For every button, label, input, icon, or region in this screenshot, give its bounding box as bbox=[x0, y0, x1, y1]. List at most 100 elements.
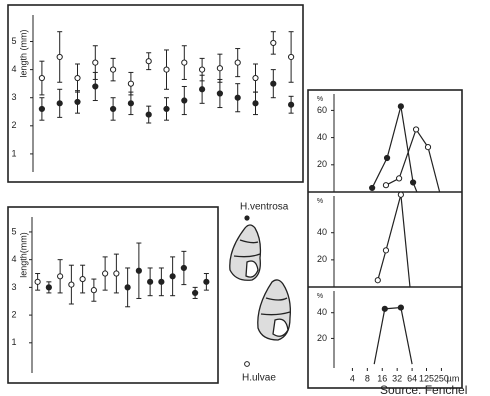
point bbox=[288, 53, 295, 61]
point bbox=[74, 74, 81, 82]
legend-marker bbox=[244, 361, 250, 367]
point bbox=[38, 74, 46, 82]
point bbox=[199, 86, 206, 93]
y-tick-label: 40 bbox=[317, 227, 327, 237]
point bbox=[45, 284, 52, 291]
y-axis-label: % bbox=[317, 96, 323, 103]
point bbox=[102, 270, 109, 277]
point bbox=[382, 182, 390, 189]
y-tick-label: 3 bbox=[11, 92, 16, 102]
y-tick-label: 60 bbox=[317, 105, 327, 115]
x-tick-label: 250 bbox=[434, 373, 449, 383]
panel-frame bbox=[7, 206, 219, 384]
y-tick-label: 20 bbox=[317, 159, 327, 169]
y-tick-label: 2 bbox=[11, 309, 16, 319]
point bbox=[158, 278, 165, 285]
panel-frame bbox=[307, 89, 463, 389]
line bbox=[371, 106, 418, 193]
point bbox=[110, 105, 117, 113]
point bbox=[252, 100, 259, 107]
legend-label: H.ventrosa bbox=[240, 202, 289, 213]
point bbox=[383, 154, 391, 162]
x-tick-label: 125 bbox=[419, 373, 434, 383]
point bbox=[163, 66, 170, 73]
point bbox=[381, 305, 388, 312]
x-tick-label: 4 bbox=[350, 373, 355, 383]
y-tick-label: 40 bbox=[317, 307, 327, 317]
point bbox=[68, 281, 75, 288]
point bbox=[92, 83, 99, 90]
point bbox=[181, 59, 188, 66]
point bbox=[412, 126, 420, 133]
point bbox=[163, 105, 170, 113]
point bbox=[199, 66, 206, 73]
snail-icon bbox=[257, 279, 291, 341]
point bbox=[270, 80, 277, 87]
point bbox=[288, 101, 295, 108]
point bbox=[145, 58, 152, 65]
y-tick-label: 4 bbox=[11, 254, 16, 264]
point bbox=[145, 111, 152, 118]
y-axis-label: % bbox=[317, 293, 323, 300]
x-tick-label: 64 bbox=[407, 373, 417, 383]
point bbox=[34, 278, 41, 285]
x-tick-label: 16 bbox=[377, 373, 387, 383]
point bbox=[382, 247, 390, 254]
point bbox=[56, 53, 63, 61]
point bbox=[135, 267, 142, 274]
x-axis-label: µm bbox=[447, 373, 460, 383]
point bbox=[57, 273, 64, 280]
point bbox=[216, 90, 223, 97]
y-tick-label: 5 bbox=[11, 226, 16, 236]
point bbox=[424, 144, 432, 151]
y-axis-label: length(mm) bbox=[18, 232, 28, 278]
y-tick-label: 40 bbox=[317, 132, 327, 142]
x-tick-label: 32 bbox=[392, 373, 402, 383]
y-axis-label: % bbox=[317, 198, 323, 205]
point bbox=[79, 275, 86, 283]
point bbox=[147, 278, 154, 285]
point bbox=[124, 284, 131, 291]
point bbox=[38, 105, 46, 113]
point bbox=[92, 59, 99, 66]
point bbox=[397, 304, 404, 311]
x-tick-label: 8 bbox=[365, 373, 370, 383]
point bbox=[180, 264, 187, 272]
line bbox=[377, 194, 411, 288]
y-tick-label: 1 bbox=[11, 148, 16, 158]
y-tick-label: 5 bbox=[11, 36, 16, 46]
point bbox=[252, 74, 259, 82]
point bbox=[74, 98, 81, 106]
point bbox=[374, 277, 381, 284]
point bbox=[234, 59, 241, 66]
point bbox=[234, 94, 241, 101]
point bbox=[113, 270, 120, 277]
point bbox=[203, 278, 210, 285]
line bbox=[373, 306, 413, 365]
point bbox=[192, 289, 199, 297]
point bbox=[397, 191, 404, 198]
point bbox=[90, 287, 97, 294]
point bbox=[270, 39, 277, 47]
snail-icon bbox=[229, 224, 262, 281]
point bbox=[127, 100, 134, 107]
y-tick-label: 3 bbox=[11, 282, 16, 292]
point bbox=[409, 179, 417, 186]
point bbox=[396, 175, 403, 182]
point bbox=[216, 65, 223, 72]
y-axis-label: length (mm) bbox=[18, 29, 28, 77]
y-tick-label: 2 bbox=[11, 120, 16, 130]
source-note: Source: Fenchel bbox=[380, 383, 467, 396]
legend-marker bbox=[244, 215, 250, 221]
point bbox=[369, 184, 376, 192]
y-tick-label: 4 bbox=[11, 64, 16, 74]
point bbox=[110, 66, 117, 73]
legend-label: H.ulvae bbox=[242, 373, 276, 384]
y-tick-label: 1 bbox=[11, 337, 16, 347]
point bbox=[127, 80, 134, 87]
point bbox=[169, 273, 176, 280]
point bbox=[181, 97, 188, 104]
point bbox=[397, 103, 404, 110]
y-tick-label: 20 bbox=[317, 333, 327, 343]
